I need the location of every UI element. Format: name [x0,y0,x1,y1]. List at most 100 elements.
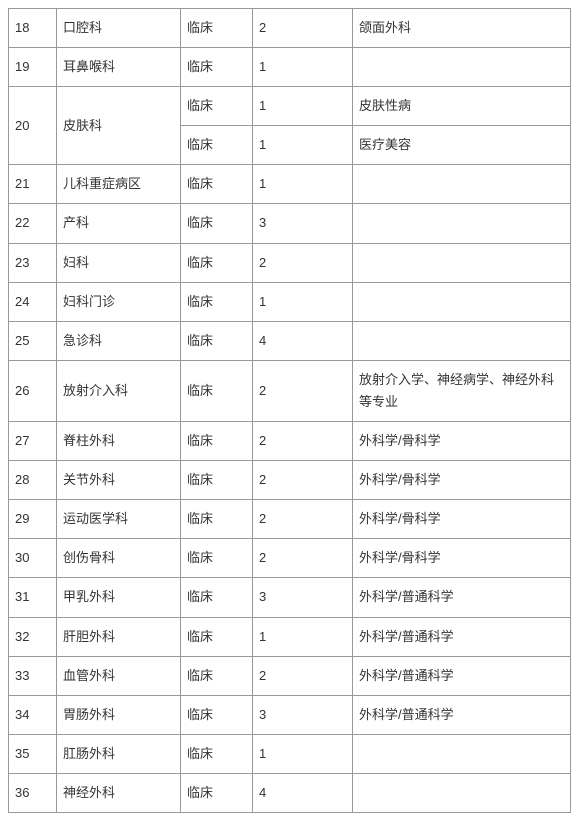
table-row: 26放射介入科临床2放射介入学、神经病学、神经外科等专业 [9,360,571,421]
cell-type: 临床 [181,282,253,321]
table-row: 32肝胆外科临床1外科学/普通科学 [9,617,571,656]
cell-id: 33 [9,656,57,695]
cell-note: 放射介入学、神经病学、神经外科等专业 [353,360,571,421]
cell-count: 2 [253,461,353,500]
cell-type: 临床 [181,243,253,282]
cell-count: 2 [253,656,353,695]
cell-id: 35 [9,734,57,773]
table-row: 25急诊科临床4 [9,321,571,360]
cell-count: 2 [253,539,353,578]
cell-dept: 创伤骨科 [57,539,181,578]
department-table: 18口腔科临床2颌面外科19耳鼻喉科临床120皮肤科临床1皮肤性病临床1医疗美容… [8,8,571,813]
cell-type: 临床 [181,360,253,421]
table-row: 24妇科门诊临床1 [9,282,571,321]
cell-type: 临床 [181,461,253,500]
table-row: 19耳鼻喉科临床1 [9,48,571,87]
cell-dept: 妇科 [57,243,181,282]
cell-dept: 耳鼻喉科 [57,48,181,87]
cell-note: 外科学/普通科学 [353,656,571,695]
cell-note: 医疗美容 [353,126,571,165]
cell-dept: 妇科门诊 [57,282,181,321]
table-row: 21儿科重症病区临床1 [9,165,571,204]
cell-count: 1 [253,165,353,204]
cell-dept: 血管外科 [57,656,181,695]
cell-note: 外科学/骨科学 [353,500,571,539]
table-row: 18口腔科临床2颌面外科 [9,9,571,48]
cell-dept: 肝胆外科 [57,617,181,656]
cell-note: 外科学/普通科学 [353,617,571,656]
cell-id: 36 [9,773,57,812]
cell-note [353,204,571,243]
table-row: 33血管外科临床2外科学/普通科学 [9,656,571,695]
table-row: 31甲乳外科临床3外科学/普通科学 [9,578,571,617]
cell-id: 20 [9,87,57,165]
table-row: 35肛肠外科临床1 [9,734,571,773]
cell-dept: 脊柱外科 [57,422,181,461]
cell-dept: 皮肤科 [57,87,181,165]
cell-type: 临床 [181,539,253,578]
cell-dept: 胃肠外科 [57,695,181,734]
cell-note: 外科学/骨科学 [353,539,571,578]
cell-count: 2 [253,243,353,282]
cell-id: 31 [9,578,57,617]
cell-count: 1 [253,87,353,126]
cell-note: 颌面外科 [353,9,571,48]
cell-type: 临床 [181,617,253,656]
cell-id: 25 [9,321,57,360]
cell-note: 外科学/普通科学 [353,578,571,617]
cell-id: 26 [9,360,57,421]
cell-note: 外科学/骨科学 [353,461,571,500]
cell-dept: 放射介入科 [57,360,181,421]
cell-count: 3 [253,695,353,734]
table-row: 20皮肤科临床1皮肤性病 [9,87,571,126]
cell-note [353,773,571,812]
cell-dept: 急诊科 [57,321,181,360]
cell-dept: 产科 [57,204,181,243]
cell-id: 22 [9,204,57,243]
cell-id: 34 [9,695,57,734]
cell-dept: 神经外科 [57,773,181,812]
cell-note [353,734,571,773]
cell-id: 23 [9,243,57,282]
cell-count: 3 [253,204,353,243]
cell-dept: 运动医学科 [57,500,181,539]
cell-count: 4 [253,773,353,812]
cell-count: 2 [253,9,353,48]
cell-note [353,243,571,282]
cell-note [353,321,571,360]
cell-dept: 口腔科 [57,9,181,48]
cell-id: 24 [9,282,57,321]
cell-id: 27 [9,422,57,461]
cell-id: 30 [9,539,57,578]
cell-type: 临床 [181,734,253,773]
table-row: 30创伤骨科临床2外科学/骨科学 [9,539,571,578]
cell-count: 1 [253,282,353,321]
table-row: 22产科临床3 [9,204,571,243]
cell-id: 29 [9,500,57,539]
cell-count: 1 [253,617,353,656]
cell-dept: 儿科重症病区 [57,165,181,204]
cell-type: 临床 [181,126,253,165]
table-row: 29运动医学科临床2外科学/骨科学 [9,500,571,539]
table-row: 23妇科临床2 [9,243,571,282]
cell-note [353,282,571,321]
cell-type: 临床 [181,656,253,695]
cell-type: 临床 [181,500,253,539]
cell-dept: 甲乳外科 [57,578,181,617]
cell-id: 21 [9,165,57,204]
cell-type: 临床 [181,165,253,204]
cell-type: 临床 [181,321,253,360]
cell-dept: 关节外科 [57,461,181,500]
cell-count: 2 [253,360,353,421]
table-body: 18口腔科临床2颌面外科19耳鼻喉科临床120皮肤科临床1皮肤性病临床1医疗美容… [9,9,571,813]
cell-type: 临床 [181,204,253,243]
cell-count: 3 [253,578,353,617]
cell-note: 外科学/骨科学 [353,422,571,461]
cell-count: 1 [253,734,353,773]
cell-type: 临床 [181,87,253,126]
cell-note [353,48,571,87]
table-row: 28关节外科临床2外科学/骨科学 [9,461,571,500]
cell-count: 1 [253,126,353,165]
cell-count: 4 [253,321,353,360]
cell-type: 临床 [181,9,253,48]
